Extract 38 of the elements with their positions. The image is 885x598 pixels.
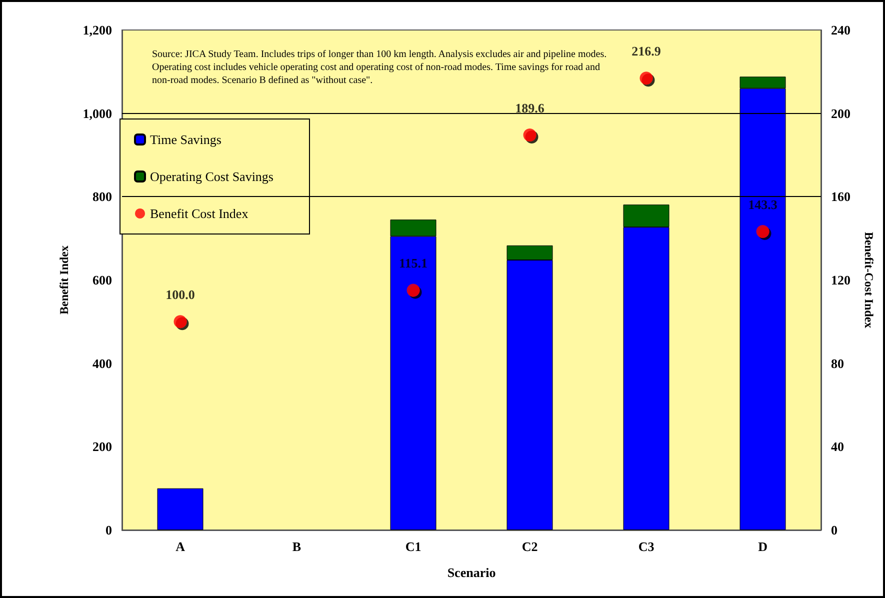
y2-tick-label: 200 (831, 106, 850, 121)
data-label: 115.1 (398, 256, 428, 271)
y2-tick-label: 160 (831, 189, 850, 204)
data-label: 216.9 (632, 44, 662, 59)
data-label: 143.3 (748, 196, 778, 212)
y-tick-label: 0 (106, 522, 112, 538)
y-axis-title: Benefit Index (57, 246, 71, 314)
x-tick-label: B (292, 539, 302, 554)
data-label: 100.0 (166, 287, 195, 302)
legend-label: Operating Cost Savings (150, 169, 274, 184)
y-tick-label: 200 (92, 439, 112, 454)
y2-tick-label: 120 (831, 272, 850, 288)
point (756, 224, 770, 238)
y-tick-label: 600 (92, 272, 112, 288)
annotation: Source: JICA Study Team. Includes trips of longer than 100 km length. Analysis excludes air and pipeline modes. Operating cost includes vehicle operating cost and operating cost of non-road modes. Time savings for road and non-road modes. Scenario B defined as "without case". (152, 49, 610, 86)
point (174, 315, 187, 328)
legend-label: Time Savings (150, 132, 222, 147)
y-tick-label: 1,000 (82, 106, 112, 121)
x-tick-label: C1 (405, 539, 422, 554)
point (640, 72, 653, 85)
y2-tick-label: 0 (831, 522, 838, 538)
x-axis-title: Scenario (447, 565, 496, 580)
y2-tick-label: 40 (831, 439, 844, 454)
x-tick-label: C2 (522, 539, 538, 554)
y-tick-label: 800 (92, 189, 112, 204)
legend-label: Benefit Cost Index (150, 206, 249, 221)
point (523, 128, 536, 142)
y-tick-label: 400 (92, 356, 112, 371)
x-tick-label: A (176, 539, 186, 554)
y2-axis-title: Benefit-Cost Index (862, 232, 876, 328)
x-tick-label: C3 (638, 539, 655, 554)
point (406, 284, 420, 297)
y-tick-label: 1,200 (82, 22, 112, 38)
y2-tick-label: 80 (831, 356, 844, 371)
x-tick-label: D (758, 539, 768, 554)
bar (157, 488, 204, 530)
y2-tick-label: 240 (831, 22, 850, 38)
data-label: 189.6 (515, 100, 545, 116)
